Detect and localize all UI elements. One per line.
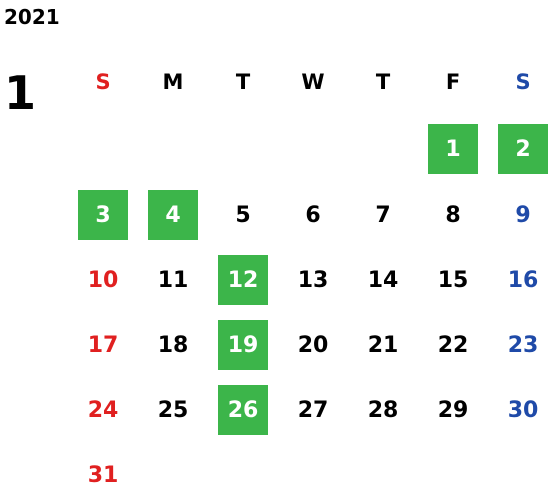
calendar-day-highlighted[interactable]: 4	[148, 190, 198, 240]
calendar-day[interactable]: 5	[235, 202, 251, 228]
calendar-day[interactable]: 11	[157, 267, 189, 293]
weekday-friday: F	[445, 70, 461, 94]
weekday-saturday: S	[515, 70, 531, 94]
calendar-day[interactable]: 22	[437, 332, 469, 358]
calendar-day-highlighted[interactable]: 12	[218, 255, 268, 305]
calendar-day-highlighted[interactable]: 2	[498, 124, 548, 174]
calendar-year: 2021	[4, 5, 60, 29]
calendar-day[interactable]: 21	[367, 332, 399, 358]
weekday-wednesday: W	[301, 70, 325, 94]
calendar-day[interactable]: 27	[297, 397, 329, 423]
calendar-day[interactable]: 16	[507, 267, 539, 293]
calendar-day[interactable]: 10	[87, 267, 119, 293]
calendar-day[interactable]: 8	[445, 202, 461, 228]
calendar-day[interactable]: 6	[305, 202, 321, 228]
calendar-day-highlighted[interactable]: 1	[428, 124, 478, 174]
calendar-day[interactable]: 9	[515, 202, 531, 228]
calendar-day[interactable]: 14	[367, 267, 399, 293]
calendar-week-4: 17 18 19 20 21 22 23	[68, 319, 548, 371]
calendar-day[interactable]: 15	[437, 267, 469, 293]
calendar-day[interactable]: 24	[87, 397, 119, 423]
weekday-monday: M	[162, 70, 184, 94]
calendar-day-highlighted[interactable]: 26	[218, 385, 268, 435]
calendar-day[interactable]: 30	[507, 397, 539, 423]
calendar-week-3: 10 11 12 13 14 15 16	[68, 254, 548, 306]
calendar-week-5: 24 25 26 27 28 29 30	[68, 384, 548, 436]
calendar-day-highlighted[interactable]: 19	[218, 320, 268, 370]
calendar-day[interactable]: 7	[375, 202, 391, 228]
calendar-day[interactable]: 13	[297, 267, 329, 293]
calendar-day[interactable]: 31	[87, 462, 119, 488]
calendar-day[interactable]: 25	[157, 397, 189, 423]
calendar-day-highlighted[interactable]: 3	[78, 190, 128, 240]
calendar-day[interactable]: 20	[297, 332, 329, 358]
calendar-day[interactable]: 17	[87, 332, 119, 358]
calendar-week-1: 1 2	[68, 123, 548, 175]
calendar-week-2: 3 4 5 6 7 8 9	[68, 189, 548, 241]
calendar-day[interactable]: 18	[157, 332, 189, 358]
weekday-header: S M T W T F S	[68, 64, 548, 100]
weekday-thursday: T	[375, 70, 391, 94]
calendar-day[interactable]: 28	[367, 397, 399, 423]
calendar-day[interactable]: 23	[507, 332, 539, 358]
calendar-month: 1	[4, 66, 37, 120]
weekday-tuesday: T	[235, 70, 251, 94]
calendar-week-6: 31	[68, 449, 548, 501]
calendar-day[interactable]: 29	[437, 397, 469, 423]
weekday-sunday: S	[95, 70, 111, 94]
